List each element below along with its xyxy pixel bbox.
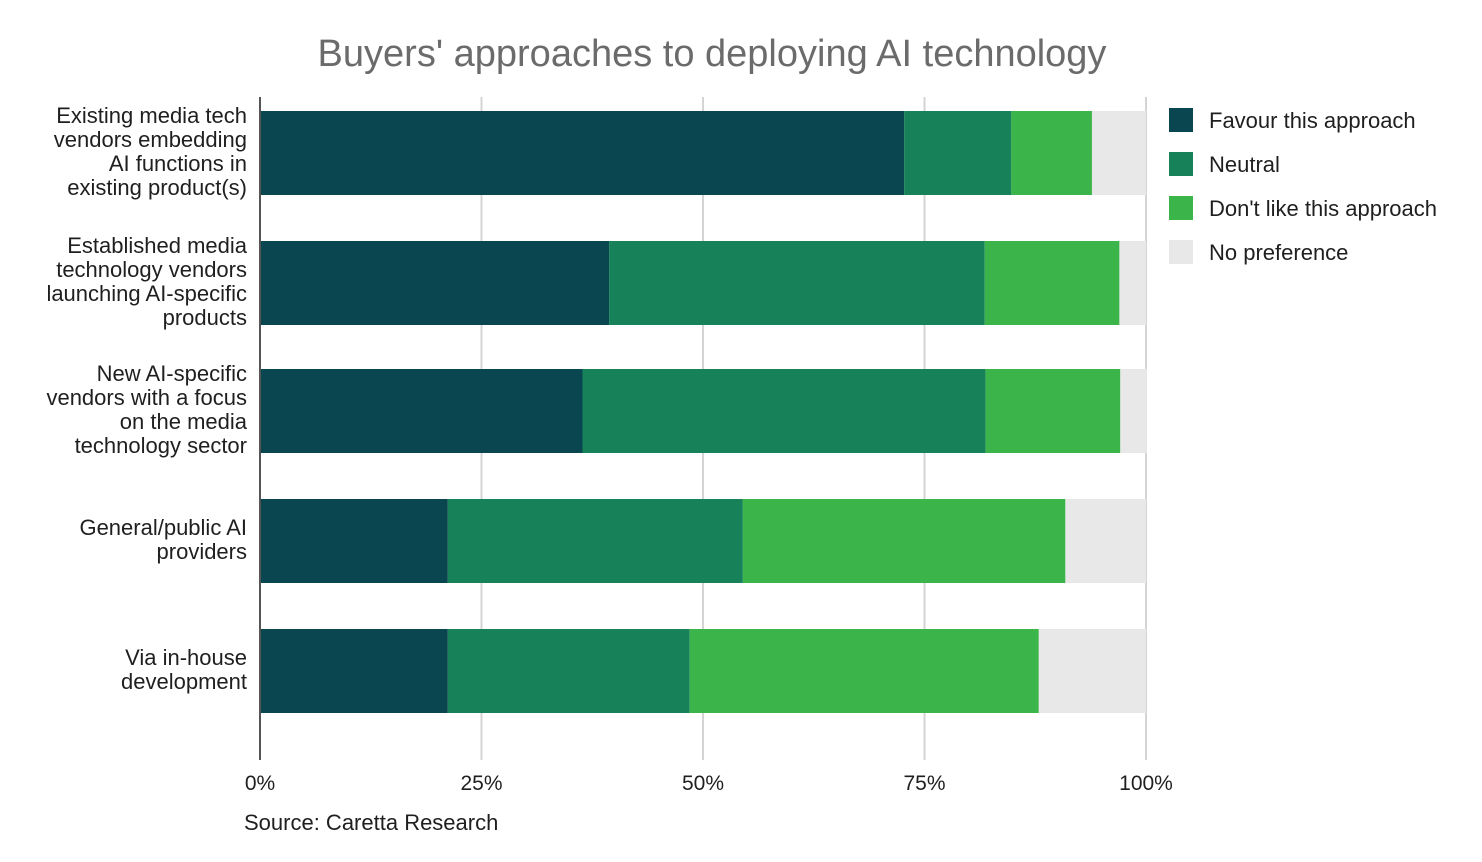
bar-segment-no-preference [1038, 629, 1146, 713]
bar-segment-neutral [904, 111, 1012, 195]
bar-segment-favour-this-approach [260, 499, 448, 583]
bar-segment-no-preference [1065, 499, 1146, 583]
legend-item: Favour this approach [1169, 108, 1416, 133]
bars [260, 111, 1147, 713]
legend-item: No preference [1169, 240, 1348, 265]
category-label: Via in-house development [121, 645, 247, 694]
legend: Favour this approach Neutral Don't like th… [1169, 108, 1437, 265]
legend-label: No preference [1209, 240, 1348, 265]
bar-segment-don-t-like-this-approach [984, 241, 1120, 325]
bar-segment-neutral [447, 629, 690, 713]
category-label: Existing media tech vendors embedding AI f… [54, 103, 247, 200]
bar-segment-don-t-like-this-approach [742, 499, 1066, 583]
bar-segment-neutral [447, 499, 743, 583]
x-axis: 0% 25% 50% 75% 100% [245, 97, 1173, 795]
legend-item: Don't like this approach [1169, 196, 1437, 221]
bar-segment-don-t-like-this-approach [689, 629, 1039, 713]
x-tick-label: 50% [682, 772, 724, 795]
category-label: Established media technology vendors launc… [46, 233, 247, 330]
x-tick-label: 100% [1119, 772, 1173, 795]
bar-segment-no-preference [1091, 111, 1146, 195]
bar-segment-don-t-like-this-approach [1011, 111, 1092, 195]
legend-swatch [1169, 240, 1193, 264]
bar-group [260, 629, 1146, 713]
bar-segment-favour-this-approach [260, 241, 610, 325]
category-label: New AI-specific vendors with a focus on th… [46, 361, 247, 458]
x-tick-label: 75% [903, 772, 945, 795]
bar-group [260, 499, 1146, 583]
legend-label: Neutral [1209, 152, 1280, 177]
bar-segment-favour-this-approach [260, 369, 583, 453]
bar-segment-favour-this-approach [260, 111, 905, 195]
bar-group [260, 369, 1147, 453]
bar-segment-neutral [609, 241, 985, 325]
legend-swatch [1169, 108, 1193, 132]
source-note: Source: Caretta Research [244, 810, 498, 835]
x-tick-label: 25% [460, 772, 502, 795]
chart-title: Buyers' approaches to deploying AI techn… [318, 33, 1107, 75]
bar-segment-no-preference [1120, 369, 1147, 453]
legend-item: Neutral [1169, 152, 1280, 177]
bar-segment-favour-this-approach [260, 629, 448, 713]
bar-group [260, 241, 1146, 325]
bar-group [260, 111, 1146, 195]
legend-swatch [1169, 196, 1193, 220]
legend-label: Don't like this approach [1209, 196, 1437, 221]
x-tick-label: 0% [245, 772, 275, 795]
bar-segment-neutral [582, 369, 986, 453]
legend-swatch [1169, 152, 1193, 176]
bar-segment-no-preference [1119, 241, 1146, 325]
category-label: General/public AI providers [79, 515, 247, 564]
legend-label: Favour this approach [1209, 108, 1416, 133]
category-labels: Existing media tech vendors embedding AI f… [46, 103, 247, 694]
bar-segment-don-t-like-this-approach [985, 369, 1121, 453]
